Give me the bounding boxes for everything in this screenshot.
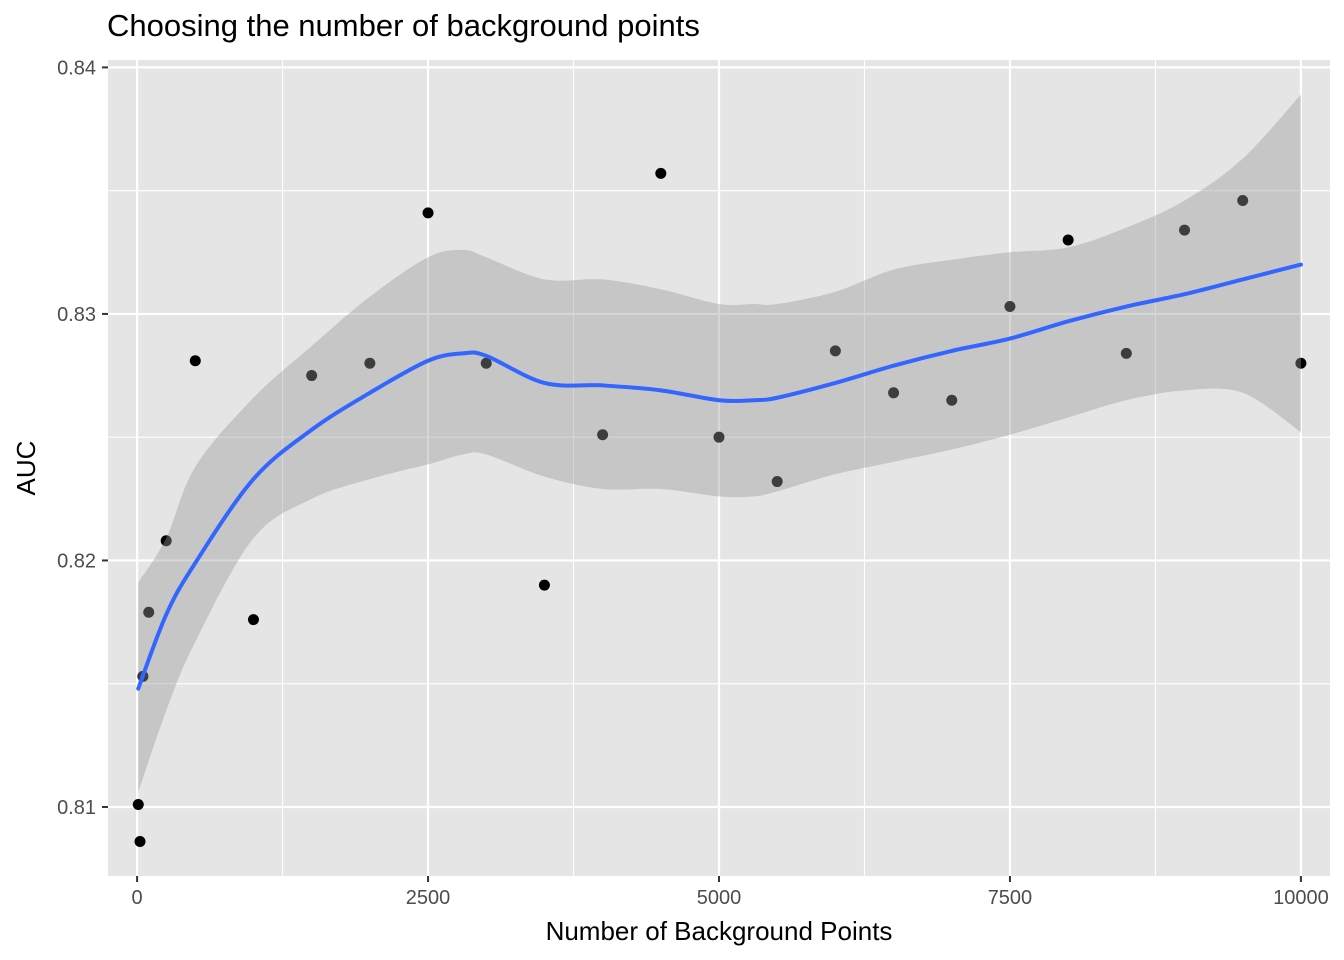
data-point: [538, 579, 550, 591]
data-point: [422, 207, 434, 219]
data-point: [1004, 301, 1016, 313]
data-point: [1237, 195, 1249, 207]
data-point: [1179, 224, 1191, 236]
data-point: [597, 429, 609, 441]
data-point: [480, 357, 492, 369]
x-tick-label: 0: [132, 887, 143, 909]
y-axis-title: AUC: [11, 441, 41, 496]
y-tick-label: 0.82: [57, 550, 96, 572]
grid-major-lines: [108, 60, 1330, 876]
data-point: [888, 387, 900, 399]
chart-title: Choosing the number of background points: [107, 8, 700, 43]
data-point: [946, 394, 958, 406]
data-point: [829, 345, 841, 357]
data-point: [247, 614, 259, 626]
data-point: [134, 835, 146, 847]
y-tick-label: 0.81: [57, 797, 96, 819]
data-point: [306, 370, 318, 382]
x-axis-title: Number of Background Points: [546, 916, 893, 946]
data-point: [189, 355, 201, 367]
x-tick-label: 5000: [697, 887, 742, 909]
data-point: [771, 476, 783, 488]
scatter-points: [132, 167, 1307, 847]
data-point: [160, 535, 172, 547]
confidence-ribbon: [138, 94, 1301, 793]
data-point: [713, 431, 725, 443]
data-point: [655, 167, 667, 179]
smooth-trend-line: [136, 262, 1303, 691]
y-axis-ticks: 0.81 0.82 0.83 0.84: [57, 57, 108, 819]
data-point: [143, 606, 155, 618]
x-tick-label: 10000: [1273, 887, 1329, 909]
x-tick-label: 2500: [406, 887, 451, 909]
data-point: [1120, 347, 1132, 359]
data-point: [1062, 234, 1074, 246]
data-point: [364, 357, 376, 369]
y-tick-label: 0.84: [57, 57, 96, 79]
data-point: [132, 799, 144, 811]
data-point: [1295, 357, 1307, 369]
x-tick-label: 7500: [988, 887, 1033, 909]
y-tick-label: 0.83: [57, 304, 96, 326]
x-axis-ticks: 0 2500 5000 7500 10000: [132, 876, 1329, 909]
